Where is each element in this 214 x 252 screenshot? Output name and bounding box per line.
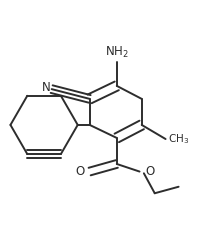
Text: N: N xyxy=(42,81,50,94)
Text: NH$_2$: NH$_2$ xyxy=(105,45,129,60)
Text: CH$_3$: CH$_3$ xyxy=(168,132,189,146)
Text: O: O xyxy=(75,165,84,178)
Text: O: O xyxy=(145,165,154,178)
